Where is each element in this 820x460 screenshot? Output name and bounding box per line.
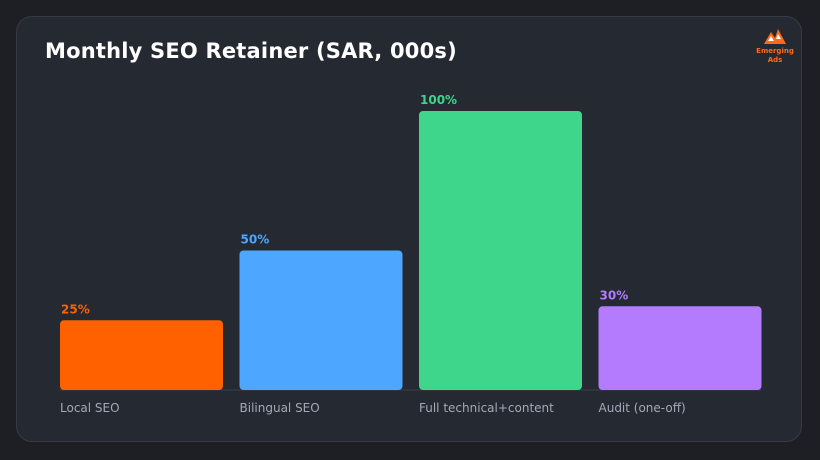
bar-bilingual-seo: [239, 250, 403, 390]
bar-value-label: 100%: [420, 93, 457, 107]
category-tick-label: Full technical+content: [419, 401, 554, 415]
mountain-logo-icon: [764, 29, 786, 44]
bar-full-technical-content: [419, 111, 582, 390]
chart-card: Monthly SEO Retainer (SAR, 000s) Emergin…: [16, 16, 802, 442]
brand-name-line1: Emerging: [756, 47, 794, 55]
category-tick-label: Bilingual SEO: [240, 401, 320, 415]
brand-logo: Emerging Ads: [753, 27, 797, 73]
bar-chart: 25% Local SEO 50% Bilingual SEO 100% Full tec…: [60, 93, 762, 415]
bar-local-seo: [60, 320, 223, 390]
category-tick-label: Local SEO: [60, 401, 120, 415]
chart-title: Monthly SEO Retainer (SAR, 000s): [45, 39, 457, 63]
bar-audit-one-off: [598, 306, 762, 390]
bar-value-label: 25%: [61, 302, 90, 316]
brand-name: Emerging Ads: [753, 47, 797, 65]
bar-value-label: 50%: [241, 233, 270, 247]
category-tick-label: Audit (one-off): [599, 401, 686, 415]
brand-name-line2: Ads: [767, 56, 783, 64]
bar-value-label: 30%: [600, 288, 629, 302]
